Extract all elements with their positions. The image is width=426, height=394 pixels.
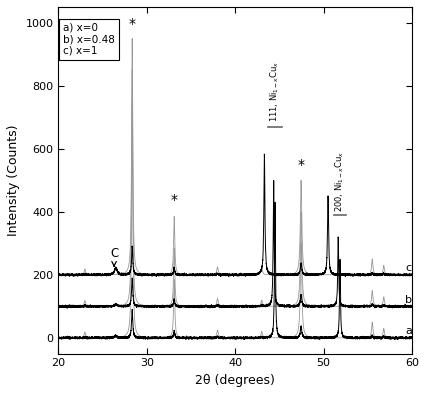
Y-axis label: Intensity (Counts): Intensity (Counts) [7, 125, 20, 236]
Text: *: * [129, 17, 136, 31]
Text: *: * [298, 158, 305, 173]
Text: *: * [171, 193, 178, 207]
Text: a) x=0
b) x=0.48
c) x=1: a) x=0 b) x=0.48 c) x=1 [63, 23, 115, 56]
Text: b: b [405, 295, 412, 305]
Text: C: C [110, 247, 118, 266]
Text: a: a [405, 326, 412, 336]
Text: c: c [405, 263, 411, 273]
Text: 111, Ni$_{1-x}$Cu$_{x}$: 111, Ni$_{1-x}$Cu$_{x}$ [269, 61, 281, 122]
Text: 200, Ni$_{1-x}$Cu$_{x}$: 200, Ni$_{1-x}$Cu$_{x}$ [334, 151, 346, 212]
X-axis label: 2θ (degrees): 2θ (degrees) [195, 374, 275, 387]
